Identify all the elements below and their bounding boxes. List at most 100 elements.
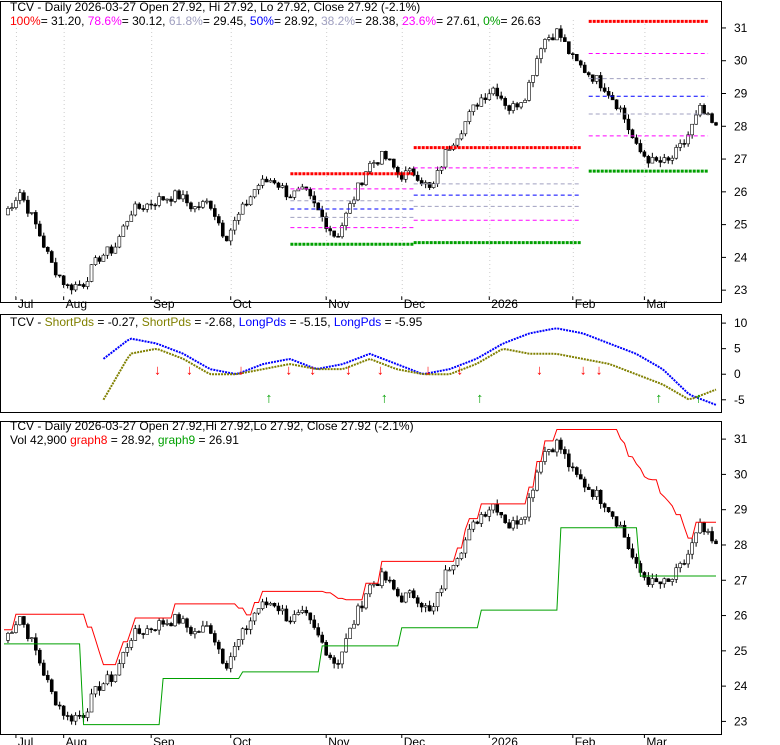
- candle-body: [348, 203, 352, 214]
- grid-dot: [230, 248, 232, 249]
- grid-dot: [15, 112, 17, 113]
- grid-dot: [489, 116, 491, 117]
- grid-dot: [401, 236, 403, 237]
- grid-dot: [644, 232, 646, 233]
- grid-dot: [644, 240, 646, 241]
- grid-dot: [230, 32, 232, 33]
- x-tick-label: Dec: [404, 297, 425, 311]
- candle-body: [348, 627, 352, 639]
- down-arrow-icon: ↓: [154, 362, 161, 378]
- grid-dot: [15, 148, 17, 149]
- grid-dot: [572, 120, 574, 121]
- grid-dot: [63, 120, 65, 121]
- grid-dot: [401, 184, 403, 185]
- grid-dot: [15, 92, 17, 93]
- grid-dot: [151, 168, 153, 169]
- grid-dot: [63, 268, 65, 269]
- grid-dot: [63, 192, 65, 193]
- grid-dot: [326, 132, 328, 133]
- grid-dot: [489, 104, 491, 105]
- grid-dot: [326, 292, 328, 293]
- candle-body: [97, 686, 102, 691]
- grid-dot: [644, 200, 646, 201]
- candle-body: [352, 199, 356, 204]
- candle-body: [395, 166, 400, 174]
- candle-body: [324, 216, 328, 229]
- grid-dot: [489, 120, 491, 121]
- grid-dot: [401, 212, 403, 213]
- grid-dot: [151, 192, 153, 193]
- grid-dot: [230, 172, 232, 173]
- grid-dot: [401, 284, 403, 285]
- candle-body: [710, 531, 714, 542]
- grid-dot: [230, 120, 232, 121]
- candle-body: [598, 75, 603, 89]
- grid-dot: [489, 252, 491, 253]
- grid-dot: [230, 84, 232, 85]
- grid-dot: [644, 112, 646, 113]
- candle-body: [332, 230, 336, 237]
- grid-dot: [489, 204, 491, 205]
- candle-body: [201, 201, 205, 208]
- grid-dot: [151, 148, 153, 149]
- candle-body: [37, 649, 42, 664]
- grid-dot: [572, 224, 574, 225]
- grid-dot: [230, 192, 232, 193]
- grid-dot: [63, 48, 65, 49]
- grid-dot: [15, 240, 17, 241]
- candle-body: [495, 87, 500, 97]
- grid-dot: [489, 152, 491, 153]
- grid-dot: [572, 132, 574, 133]
- grid-dot: [572, 236, 574, 237]
- grid-dot: [572, 44, 574, 45]
- grid-dot: [151, 124, 153, 125]
- grid-dot: [151, 248, 153, 249]
- grid-dot: [401, 164, 403, 165]
- candle-body: [288, 620, 293, 623]
- candle-body: [571, 466, 575, 469]
- candle-body: [34, 212, 38, 225]
- grid-dot: [401, 80, 403, 81]
- grid-dot: [63, 132, 65, 133]
- candle-body: [336, 235, 340, 238]
- grid-dot: [15, 64, 17, 65]
- candle-body: [467, 111, 472, 122]
- candle-body: [205, 625, 209, 627]
- y-tick-label: 23: [734, 283, 748, 297]
- grid-dot: [326, 240, 328, 241]
- candle-body: [555, 28, 559, 41]
- grid-dot: [401, 248, 403, 249]
- candle-body: [447, 149, 452, 151]
- candle-body: [511, 103, 515, 111]
- grid-dot: [63, 36, 65, 37]
- candle-body: [280, 185, 285, 188]
- grid-dot: [230, 264, 232, 265]
- candle-body: [527, 82, 531, 101]
- grid-dot: [401, 216, 403, 217]
- candle-body: [471, 104, 476, 112]
- grid-dot: [644, 252, 646, 253]
- candle-body: [18, 616, 22, 626]
- y-tick-label: 26: [734, 609, 748, 623]
- grid-dot: [401, 200, 403, 201]
- grid-dot: [572, 100, 574, 101]
- grid-dot: [326, 116, 328, 117]
- grid-dot: [15, 256, 17, 257]
- grid-dot: [489, 248, 491, 249]
- grid-dot: [63, 168, 65, 169]
- candle-body: [360, 605, 364, 609]
- grid-dot: [326, 104, 328, 105]
- candle-body: [555, 439, 559, 453]
- grid-dot: [151, 56, 153, 57]
- candle-body: [89, 264, 94, 282]
- candle-body: [161, 196, 165, 201]
- y-tick-label: 25: [734, 644, 748, 658]
- candle-body: [232, 646, 237, 658]
- grid-dot: [15, 168, 17, 169]
- grid-dot: [572, 176, 574, 177]
- grid-dot: [572, 168, 574, 169]
- grid-dot: [489, 236, 491, 237]
- grid-dot: [489, 84, 491, 85]
- grid-dot: [151, 240, 153, 241]
- grid-dot: [572, 288, 574, 289]
